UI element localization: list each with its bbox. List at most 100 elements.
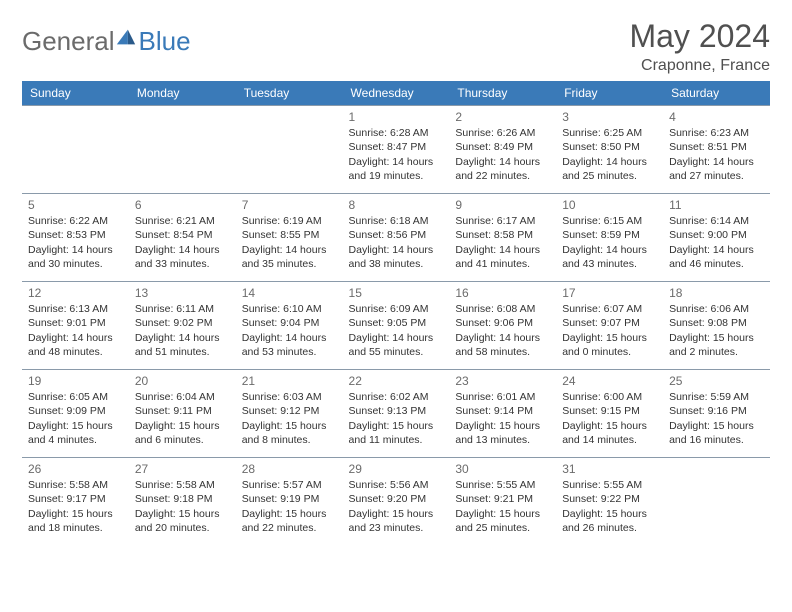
day-number: 3	[562, 109, 657, 125]
daylight-text-line1: Daylight: 15 hours	[562, 507, 657, 521]
day-number: 14	[242, 285, 337, 301]
logo-triangle-icon	[115, 26, 137, 48]
day-number: 25	[669, 373, 764, 389]
sunrise-text: Sunrise: 5:55 AM	[562, 478, 657, 492]
sunset-text: Sunset: 8:56 PM	[349, 228, 444, 242]
daylight-text-line2: and 27 minutes.	[669, 169, 764, 183]
calendar-cell: 31Sunrise: 5:55 AMSunset: 9:22 PMDayligh…	[556, 458, 663, 546]
daylight-text-line1: Daylight: 15 hours	[242, 507, 337, 521]
daylight-text-line1: Daylight: 14 hours	[28, 243, 123, 257]
daylight-text-line2: and 35 minutes.	[242, 257, 337, 271]
daylight-text-line2: and 26 minutes.	[562, 521, 657, 535]
sunset-text: Sunset: 9:20 PM	[349, 492, 444, 506]
day-number: 17	[562, 285, 657, 301]
day-number: 24	[562, 373, 657, 389]
day-number: 8	[349, 197, 444, 213]
daylight-text-line1: Daylight: 14 hours	[349, 243, 444, 257]
calendar-cell: 26Sunrise: 5:58 AMSunset: 9:17 PMDayligh…	[22, 458, 129, 546]
sunset-text: Sunset: 9:00 PM	[669, 228, 764, 242]
daylight-text-line1: Daylight: 14 hours	[562, 155, 657, 169]
sunset-text: Sunset: 8:49 PM	[455, 140, 550, 154]
weekday-header-row: Sunday Monday Tuesday Wednesday Thursday…	[22, 81, 770, 106]
sunrise-text: Sunrise: 6:28 AM	[349, 126, 444, 140]
daylight-text-line2: and 4 minutes.	[28, 433, 123, 447]
daylight-text-line2: and 53 minutes.	[242, 345, 337, 359]
sunrise-text: Sunrise: 5:55 AM	[455, 478, 550, 492]
day-number: 23	[455, 373, 550, 389]
daylight-text-line2: and 22 minutes.	[455, 169, 550, 183]
calendar-cell: 29Sunrise: 5:56 AMSunset: 9:20 PMDayligh…	[343, 458, 450, 546]
day-number: 6	[135, 197, 230, 213]
calendar-cell	[129, 106, 236, 194]
sunset-text: Sunset: 9:13 PM	[349, 404, 444, 418]
day-number: 1	[349, 109, 444, 125]
sunset-text: Sunset: 8:51 PM	[669, 140, 764, 154]
daylight-text-line1: Daylight: 14 hours	[28, 331, 123, 345]
sunrise-text: Sunrise: 6:18 AM	[349, 214, 444, 228]
sunset-text: Sunset: 8:58 PM	[455, 228, 550, 242]
calendar-cell: 14Sunrise: 6:10 AMSunset: 9:04 PMDayligh…	[236, 282, 343, 370]
sunset-text: Sunset: 9:01 PM	[28, 316, 123, 330]
day-number: 7	[242, 197, 337, 213]
sunset-text: Sunset: 9:21 PM	[455, 492, 550, 506]
daylight-text-line1: Daylight: 14 hours	[455, 331, 550, 345]
daylight-text-line2: and 18 minutes.	[28, 521, 123, 535]
daylight-text-line2: and 22 minutes.	[242, 521, 337, 535]
sunrise-text: Sunrise: 6:17 AM	[455, 214, 550, 228]
sunrise-text: Sunrise: 5:59 AM	[669, 390, 764, 404]
sunset-text: Sunset: 9:12 PM	[242, 404, 337, 418]
daylight-text-line1: Daylight: 14 hours	[349, 155, 444, 169]
sunset-text: Sunset: 8:47 PM	[349, 140, 444, 154]
daylight-text-line2: and 55 minutes.	[349, 345, 444, 359]
daylight-text-line2: and 13 minutes.	[455, 433, 550, 447]
sunrise-text: Sunrise: 6:26 AM	[455, 126, 550, 140]
daylight-text-line1: Daylight: 15 hours	[349, 419, 444, 433]
sunrise-text: Sunrise: 6:21 AM	[135, 214, 230, 228]
calendar-row: 19Sunrise: 6:05 AMSunset: 9:09 PMDayligh…	[22, 370, 770, 458]
day-number: 5	[28, 197, 123, 213]
daylight-text-line1: Daylight: 15 hours	[669, 331, 764, 345]
calendar-cell: 24Sunrise: 6:00 AMSunset: 9:15 PMDayligh…	[556, 370, 663, 458]
calendar-cell: 8Sunrise: 6:18 AMSunset: 8:56 PMDaylight…	[343, 194, 450, 282]
sunrise-text: Sunrise: 6:23 AM	[669, 126, 764, 140]
daylight-text-line2: and 2 minutes.	[669, 345, 764, 359]
daylight-text-line1: Daylight: 15 hours	[455, 507, 550, 521]
sunrise-text: Sunrise: 6:00 AM	[562, 390, 657, 404]
title-block: May 2024 Craponne, France	[629, 18, 770, 75]
calendar-row: 5Sunrise: 6:22 AMSunset: 8:53 PMDaylight…	[22, 194, 770, 282]
day-number: 31	[562, 461, 657, 477]
weekday-tuesday: Tuesday	[236, 81, 343, 106]
day-number: 20	[135, 373, 230, 389]
day-number: 2	[455, 109, 550, 125]
sunrise-text: Sunrise: 5:58 AM	[28, 478, 123, 492]
sunrise-text: Sunrise: 6:25 AM	[562, 126, 657, 140]
sunrise-text: Sunrise: 6:11 AM	[135, 302, 230, 316]
sunrise-text: Sunrise: 6:13 AM	[28, 302, 123, 316]
calendar-table: Sunday Monday Tuesday Wednesday Thursday…	[22, 81, 770, 546]
daylight-text-line2: and 46 minutes.	[669, 257, 764, 271]
calendar-cell: 16Sunrise: 6:08 AMSunset: 9:06 PMDayligh…	[449, 282, 556, 370]
day-number: 21	[242, 373, 337, 389]
daylight-text-line1: Daylight: 14 hours	[455, 243, 550, 257]
calendar-cell: 30Sunrise: 5:55 AMSunset: 9:21 PMDayligh…	[449, 458, 556, 546]
calendar-cell: 13Sunrise: 6:11 AMSunset: 9:02 PMDayligh…	[129, 282, 236, 370]
day-number: 19	[28, 373, 123, 389]
page-header: General Blue May 2024 Craponne, France	[22, 18, 770, 75]
daylight-text-line2: and 23 minutes.	[349, 521, 444, 535]
sunset-text: Sunset: 9:09 PM	[28, 404, 123, 418]
sunset-text: Sunset: 9:05 PM	[349, 316, 444, 330]
daylight-text-line1: Daylight: 14 hours	[562, 243, 657, 257]
daylight-text-line2: and 43 minutes.	[562, 257, 657, 271]
calendar-cell: 15Sunrise: 6:09 AMSunset: 9:05 PMDayligh…	[343, 282, 450, 370]
month-title: May 2024	[629, 18, 770, 55]
daylight-text-line1: Daylight: 14 hours	[135, 243, 230, 257]
logo-text-blue: Blue	[139, 26, 191, 57]
daylight-text-line2: and 30 minutes.	[28, 257, 123, 271]
calendar-cell: 7Sunrise: 6:19 AMSunset: 8:55 PMDaylight…	[236, 194, 343, 282]
day-number: 27	[135, 461, 230, 477]
calendar-cell: 21Sunrise: 6:03 AMSunset: 9:12 PMDayligh…	[236, 370, 343, 458]
calendar-cell	[22, 106, 129, 194]
calendar-cell	[663, 458, 770, 546]
daylight-text-line1: Daylight: 14 hours	[135, 331, 230, 345]
daylight-text-line2: and 33 minutes.	[135, 257, 230, 271]
